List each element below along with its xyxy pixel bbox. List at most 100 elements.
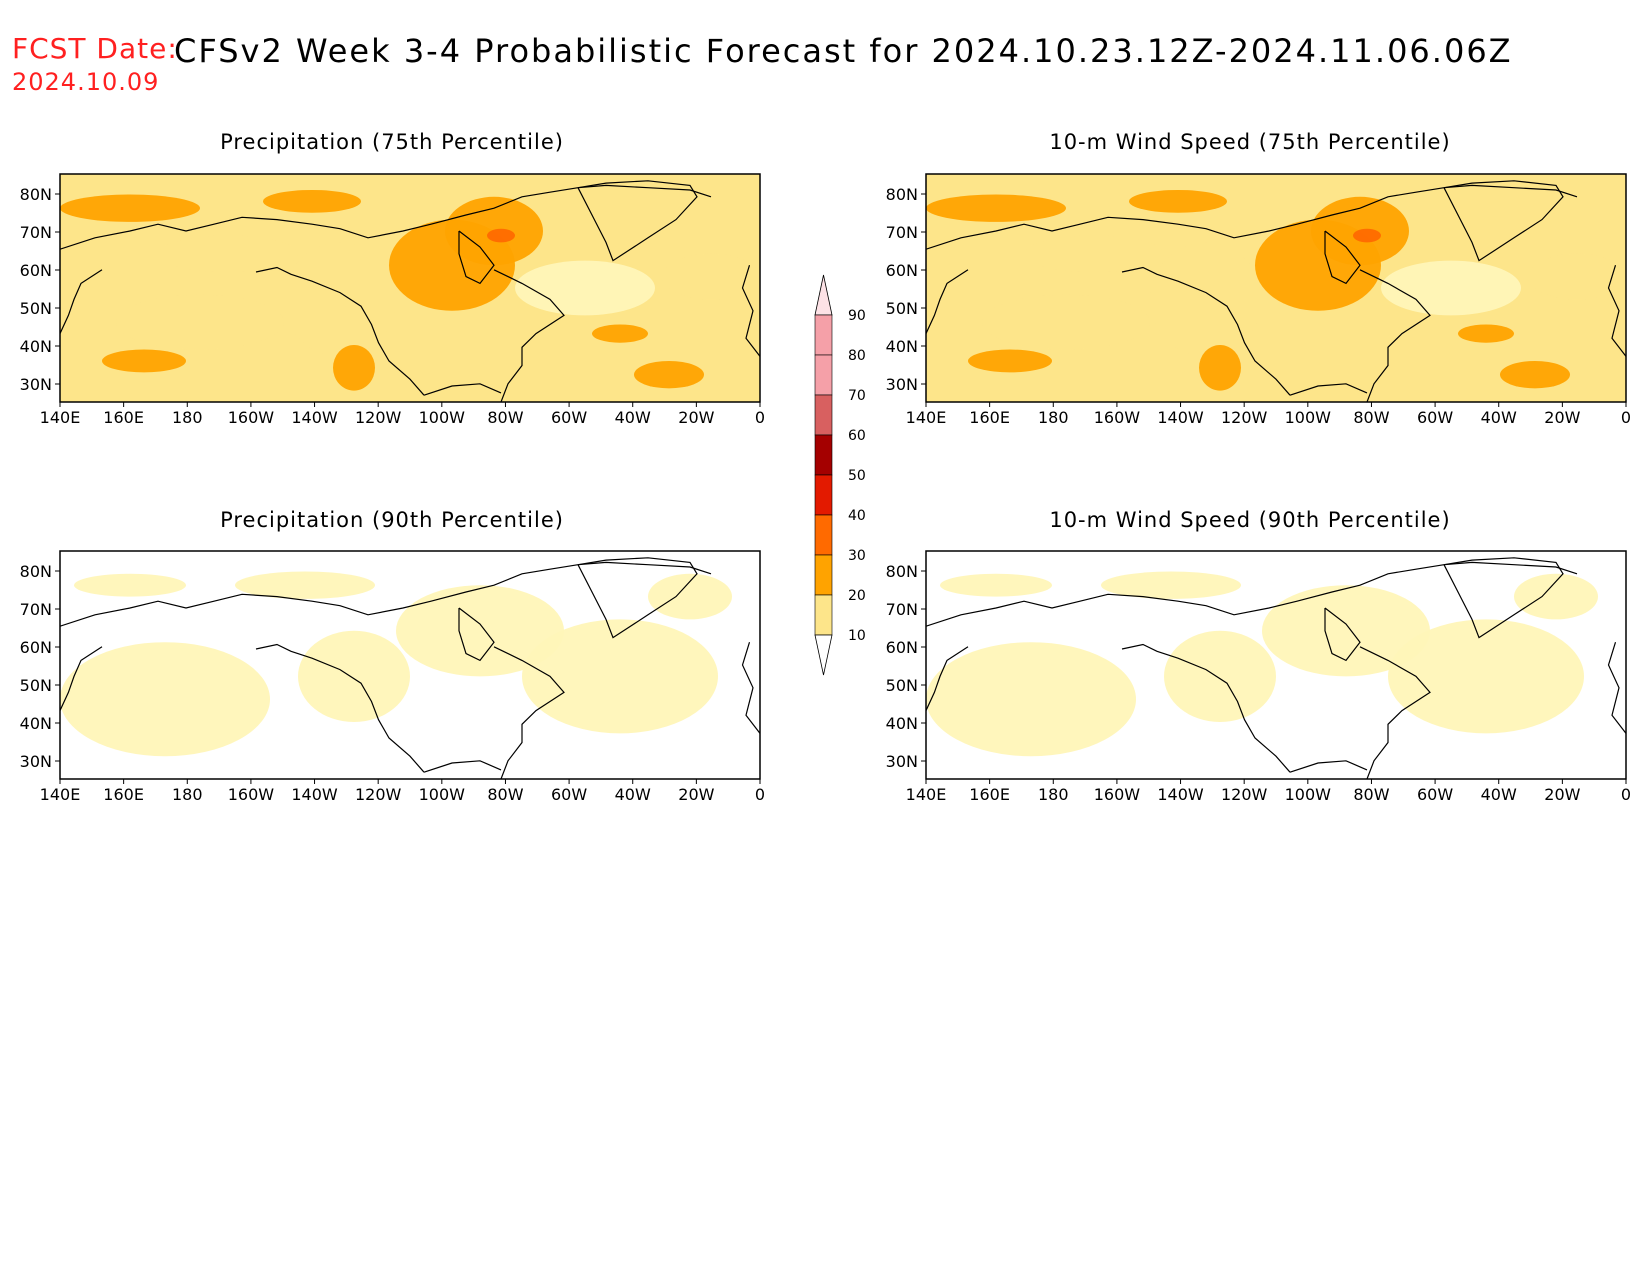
lon-tick-label: 160E: [103, 785, 144, 804]
lon-tick-label: 180: [1038, 785, 1069, 804]
map-contours: [60, 180, 760, 402]
lon-tick-label: 140W: [1157, 785, 1204, 804]
colorbar-swatch: [814, 514, 833, 556]
map-frame: [925, 173, 1627, 403]
coastline: [1607, 642, 1626, 734]
lon-tick-label: 160W: [1094, 785, 1141, 804]
probability-area: [648, 573, 732, 620]
probability-area: [333, 345, 375, 391]
colorbar-label: 60: [848, 428, 866, 444]
coastline: [493, 646, 565, 779]
coastline: [458, 607, 495, 662]
coastline: [577, 557, 698, 639]
lat-tick-label: 60N: [20, 638, 52, 657]
lon-tick-label: 100W: [419, 785, 466, 804]
coastline: [741, 265, 760, 357]
coastline: [1289, 383, 1368, 396]
coastline: [60, 269, 103, 334]
coastline: [741, 642, 760, 734]
coastline: [458, 230, 495, 285]
lon-tick-label: 140E: [40, 408, 81, 427]
probability-area: [1024, 235, 1164, 273]
probability-area: [982, 294, 1150, 350]
lat-tick-label: 50N: [20, 676, 52, 695]
lat-tick-label: 60N: [886, 638, 918, 657]
lat-tick-label: 30N: [886, 375, 918, 394]
probability-area: [1353, 228, 1381, 243]
coastline: [1324, 607, 1361, 662]
probability-area: [235, 571, 375, 599]
coastline: [926, 184, 1578, 250]
lon-tick-label: 20W: [1544, 408, 1580, 427]
coastline: [255, 643, 425, 773]
colorbar-label: 80: [848, 348, 866, 364]
probability-area: [74, 573, 186, 597]
colorbar-top-arrow: [814, 274, 833, 316]
colorbar-label: 50: [848, 468, 866, 484]
probability-area: [1150, 242, 1262, 357]
lat-tick-label: 30N: [20, 375, 52, 394]
lon-tick-label: 120W: [1221, 408, 1268, 427]
lat-tick-label: 80N: [886, 185, 918, 204]
lat-tick-label: 70N: [20, 223, 52, 242]
panel-title-precip-75: Precipitation (75th Percentile): [220, 130, 564, 154]
lon-tick-label: 120W: [355, 408, 402, 427]
coastline: [255, 266, 425, 396]
lon-tick-label: 120W: [355, 785, 402, 804]
colorbar-label: 10: [848, 628, 866, 644]
colorbar-label: 40: [848, 508, 866, 524]
probability-area: [1500, 360, 1570, 389]
coastline: [1359, 646, 1431, 779]
coastline: [1443, 557, 1564, 639]
probability-area: [515, 260, 655, 316]
coastline: [926, 269, 969, 334]
probability-area: [487, 228, 515, 243]
lon-tick-label: 0: [755, 785, 765, 804]
probability-area: [662, 253, 760, 300]
map-frame: [59, 550, 761, 780]
map-panel-0: 140E 160E 180 160W 140W 120W 100W 80W 60W 40W 20W 0…: [20, 173, 765, 427]
probability-area: [284, 242, 396, 357]
map-panel-3: 140E 160E 180 160W 140W 120W 100W 80W 60W 40W 20W 0…: [886, 550, 1631, 804]
probability-area: [968, 349, 1052, 373]
probability-area: [1388, 619, 1584, 734]
colorbar-swatch: [814, 394, 833, 436]
coastline: [1121, 643, 1291, 773]
coastline: [60, 184, 712, 250]
lon-tick-label: 180: [1038, 408, 1069, 427]
colorbar-bottom-arrow: [814, 634, 833, 676]
probability-area: [116, 294, 284, 350]
coastline: [60, 561, 712, 627]
lat-tick-label: 30N: [20, 752, 52, 771]
probability-area: [926, 194, 1066, 222]
probability-area: [396, 585, 564, 677]
probability-area: [60, 194, 200, 222]
probability-area: [1129, 189, 1227, 213]
lon-tick-label: 140E: [906, 408, 947, 427]
forecast-date-value: 2024.10.09: [12, 68, 160, 96]
coastline: [926, 561, 1578, 627]
colorbar-label: 90: [848, 308, 866, 324]
lon-tick-label: 120W: [1221, 785, 1268, 804]
lat-tick-label: 30N: [886, 752, 918, 771]
lon-tick-label: 60W: [551, 785, 587, 804]
coastline: [60, 646, 103, 711]
lon-tick-label: 140E: [906, 785, 947, 804]
probability-area: [158, 235, 298, 273]
colorbar-swatch: [814, 554, 833, 596]
lon-tick-label: 160W: [228, 408, 275, 427]
coastline: [926, 646, 969, 711]
probability-area: [1164, 630, 1276, 723]
map-panel-1: 140E 160E 180 160W 140W 120W 100W 80W 60W 40W 20W 0…: [886, 173, 1631, 427]
lon-tick-label: 20W: [1544, 785, 1580, 804]
lat-tick-label: 60N: [886, 261, 918, 280]
lon-tick-label: 40W: [1481, 408, 1517, 427]
lon-tick-label: 180: [172, 785, 203, 804]
colorbar: 10 20 30 40 50 60 70 80 90: [814, 274, 866, 676]
lon-tick-label: 140E: [40, 785, 81, 804]
map-contours: [926, 180, 1626, 402]
map-panel-2: 140E 160E 180 160W 140W 120W 100W 80W 60W 40W 20W 0…: [20, 550, 765, 804]
lon-tick-label: 140W: [291, 785, 338, 804]
probability-area: [634, 360, 704, 389]
lon-tick-label: 180: [172, 408, 203, 427]
